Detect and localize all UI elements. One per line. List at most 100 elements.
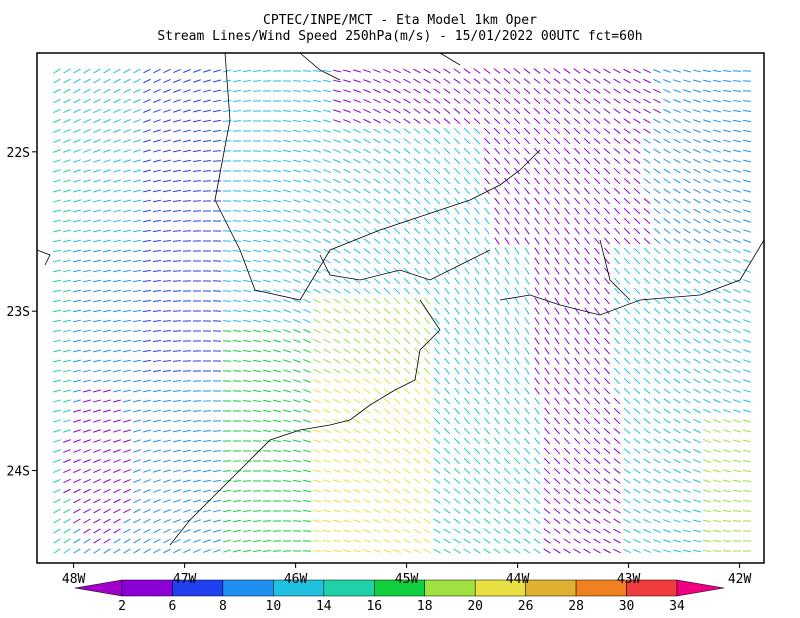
stream-segment <box>423 528 431 534</box>
stream-segment <box>403 257 411 265</box>
stream-segment <box>483 137 491 145</box>
stream-segment <box>413 257 421 265</box>
stream-segment <box>493 147 501 155</box>
stream-segment <box>232 230 242 232</box>
stream-segment <box>53 488 61 494</box>
stream-segment <box>312 479 322 483</box>
stream-segment <box>52 229 62 233</box>
stream-segment <box>663 508 671 514</box>
stream-segment <box>583 98 591 104</box>
stream-segment <box>423 88 431 94</box>
stream-segment <box>742 159 752 163</box>
stream-segment <box>613 148 621 154</box>
stream-segment <box>413 498 421 504</box>
stream-segment <box>163 518 171 524</box>
stream-segment <box>393 498 401 504</box>
stream-segment <box>393 387 401 395</box>
stream-segment <box>474 187 480 195</box>
stream-segment <box>713 348 721 354</box>
stream-segment <box>123 528 131 534</box>
stream-segment <box>493 497 501 505</box>
stream-segment <box>504 327 510 335</box>
stream-segment <box>363 539 371 543</box>
stream-segment <box>604 287 610 295</box>
stream-segment <box>192 210 202 212</box>
stream-segment <box>554 397 560 405</box>
stream-segment <box>413 458 421 464</box>
stream-segment <box>673 89 681 93</box>
stream-segment <box>693 248 701 254</box>
stream-segment <box>343 348 351 354</box>
stream-segment <box>534 297 540 305</box>
stream-segment <box>123 498 131 504</box>
stream-segment <box>293 299 301 303</box>
stream-segment <box>403 68 411 74</box>
stream-segment <box>653 108 661 114</box>
stream-segment <box>122 239 132 243</box>
stream-segment <box>584 207 590 215</box>
stream-segment <box>83 439 91 443</box>
stream-segment <box>743 189 751 193</box>
stream-segment <box>113 459 121 463</box>
stream-segment <box>63 518 71 524</box>
stream-segment <box>103 508 111 514</box>
coastline <box>36 52 765 546</box>
stream-segment <box>673 408 681 414</box>
stream-segment <box>242 329 252 333</box>
stream-segment <box>473 137 481 145</box>
stream-segment <box>252 379 262 383</box>
stream-segment <box>302 459 312 463</box>
stream-segment <box>313 218 321 224</box>
stream-segment <box>693 109 701 113</box>
stream-segment <box>483 508 491 514</box>
stream-segment <box>72 289 82 293</box>
stream-segment <box>333 89 341 93</box>
stream-segment <box>693 308 701 314</box>
stream-segment <box>242 539 252 543</box>
stream-segment <box>272 169 282 173</box>
stream-segment <box>272 189 282 193</box>
stream-segment <box>692 529 702 533</box>
stream-segment <box>383 388 391 394</box>
stream-segment <box>343 398 351 404</box>
stream-segment <box>643 257 651 265</box>
stream-segment <box>132 409 142 413</box>
stream-segment <box>544 317 550 325</box>
stream-segment <box>313 348 321 354</box>
stream-segment <box>483 107 491 115</box>
stream-segment <box>113 139 121 143</box>
stream-segment <box>53 528 61 534</box>
stream-segment <box>433 217 441 225</box>
stream-segment <box>123 78 131 84</box>
stream-segment <box>483 487 491 495</box>
stream-segment <box>733 268 741 274</box>
stream-segment <box>403 327 411 335</box>
stream-segment <box>544 387 550 395</box>
stream-segment <box>583 437 591 445</box>
stream-segment <box>663 519 671 523</box>
stream-segment <box>742 149 752 153</box>
stream-segment <box>673 328 681 334</box>
stream-segment <box>603 548 611 554</box>
stream-segment <box>544 207 550 215</box>
stream-segment <box>252 160 262 162</box>
stream-segment <box>173 129 181 133</box>
stream-segment <box>534 257 540 265</box>
stream-segment <box>83 169 91 173</box>
stream-segment <box>564 277 570 285</box>
stream-segment <box>342 539 352 543</box>
stream-segment <box>343 458 351 464</box>
stream-segment <box>363 338 371 344</box>
stream-segment <box>313 328 321 334</box>
stream-segment <box>363 148 371 154</box>
stream-segment <box>393 118 401 124</box>
stream-segment <box>683 519 691 523</box>
stream-segment <box>343 378 351 384</box>
stream-segment <box>283 239 291 243</box>
stream-segment <box>272 179 282 183</box>
stream-segment <box>383 128 391 134</box>
stream-segment <box>373 308 381 314</box>
stream-segment <box>483 467 491 475</box>
stream-segment <box>593 68 601 74</box>
stream-segment <box>413 108 421 114</box>
